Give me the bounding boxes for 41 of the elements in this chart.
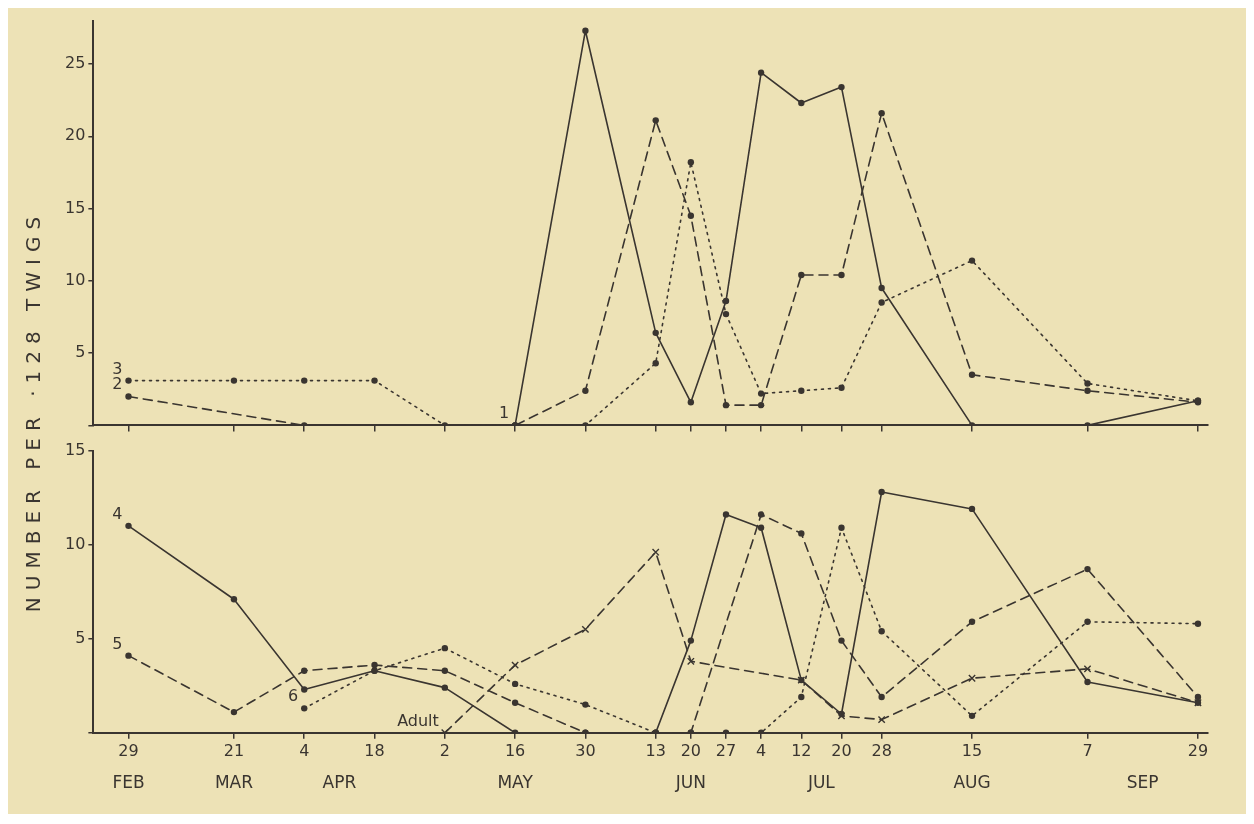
x-tick-label: 30 bbox=[575, 740, 596, 760]
x-tick-label: 16 bbox=[504, 740, 526, 760]
text: MAY bbox=[497, 772, 533, 792]
x-tick-label: 7 bbox=[1082, 740, 1093, 760]
y-tick-label: 10 bbox=[65, 533, 86, 553]
x-tick-label: 4 bbox=[299, 740, 310, 760]
series-label: 6 bbox=[287, 686, 300, 706]
y-tick-label: 15 bbox=[65, 197, 86, 217]
y-axis-title: NUMBER PER ·128 TWIGS bbox=[21, 209, 46, 613]
text: SEP bbox=[1126, 772, 1159, 792]
y-tick-label: 10 bbox=[65, 269, 86, 289]
series-label: 3 bbox=[111, 358, 124, 378]
series-label: 5 bbox=[111, 633, 124, 653]
x-tick-label: 27 bbox=[715, 740, 737, 760]
series-label: 1 bbox=[497, 403, 511, 423]
text: APR bbox=[322, 772, 357, 792]
y-tick-label: 20 bbox=[65, 125, 86, 145]
x-tick-label: 29 bbox=[118, 740, 139, 760]
x-tick-label: 2 bbox=[439, 740, 450, 760]
x-tick-label: 29 bbox=[1187, 740, 1209, 760]
y-tick-label: 15 bbox=[65, 439, 86, 459]
y-tick-label: 5 bbox=[75, 627, 86, 647]
series-label: 2 bbox=[111, 374, 124, 394]
y-tick-label: 5 bbox=[75, 342, 86, 362]
series-label: 4 bbox=[111, 503, 124, 523]
text: JUN bbox=[675, 772, 706, 792]
x-tick-label: 28 bbox=[871, 740, 892, 760]
text: MAR bbox=[214, 772, 253, 792]
text: FEB bbox=[112, 772, 145, 792]
x-tick-label: 18 bbox=[364, 740, 385, 760]
text: JUL bbox=[807, 772, 835, 792]
series-label: Adult bbox=[396, 710, 440, 730]
x-tick-label: 21 bbox=[223, 740, 245, 760]
x-tick-label: 13 bbox=[645, 740, 666, 760]
text: AUG bbox=[953, 772, 991, 792]
x-tick-label: 15 bbox=[961, 740, 983, 760]
x-tick-label: 20 bbox=[831, 740, 852, 760]
y-tick-label: 25 bbox=[65, 53, 86, 73]
x-tick-label: 12 bbox=[791, 740, 812, 760]
x-tick-label: 4 bbox=[756, 740, 767, 760]
x-tick-label: 20 bbox=[680, 740, 702, 760]
